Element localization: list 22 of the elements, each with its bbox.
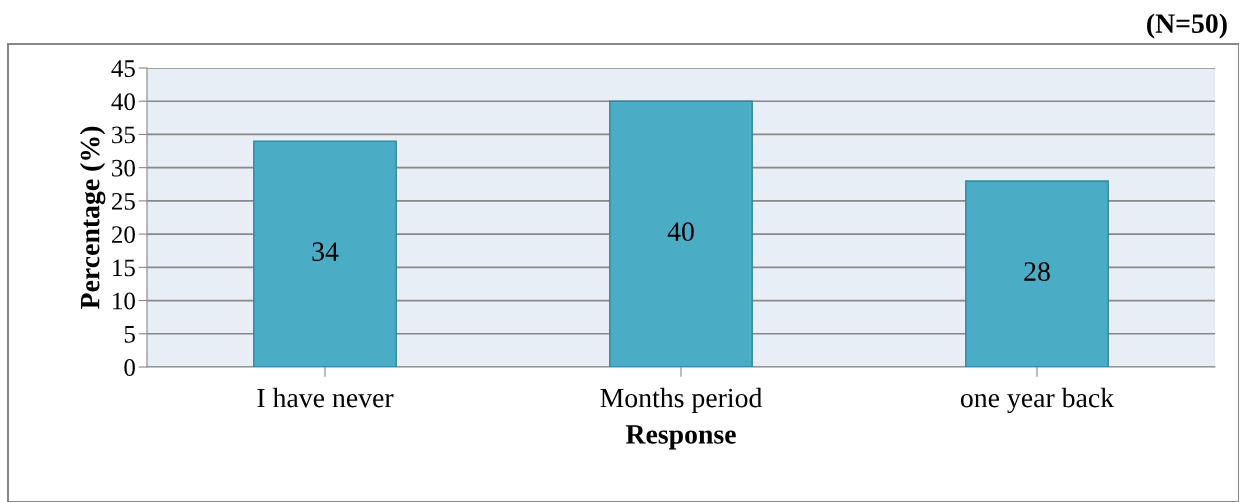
x-axis-title: Response: [625, 425, 736, 450]
text: (N=50): [1147, 13, 1227, 39]
bar: [609, 100, 753, 367]
y-tick-label: 0: [124, 359, 135, 376]
data-label: 28: [1024, 262, 1050, 281]
bar: [253, 140, 397, 367]
data-label: 34: [312, 242, 339, 261]
x-tick-label: Months period: [600, 387, 763, 414]
y-tick-label: 5: [124, 326, 135, 343]
y-tick-label: 40: [111, 93, 135, 111]
y-tick-label: 25: [111, 193, 135, 210]
bar: [965, 180, 1109, 367]
y-tick-label: 45: [111, 60, 135, 77]
data-label: 40: [667, 222, 694, 242]
y-tick-label: 30: [112, 159, 135, 177]
y-tick-label: 15: [113, 259, 135, 277]
y-tick-label: 20: [111, 226, 135, 244]
y-tick-label: 10: [113, 292, 135, 310]
x-tick-label: one year back: [960, 387, 1115, 414]
y-axis-title: Percentage (%): [79, 126, 106, 309]
y-tick-label: 35: [112, 126, 135, 144]
x-tick-label: I have never: [257, 387, 394, 408]
